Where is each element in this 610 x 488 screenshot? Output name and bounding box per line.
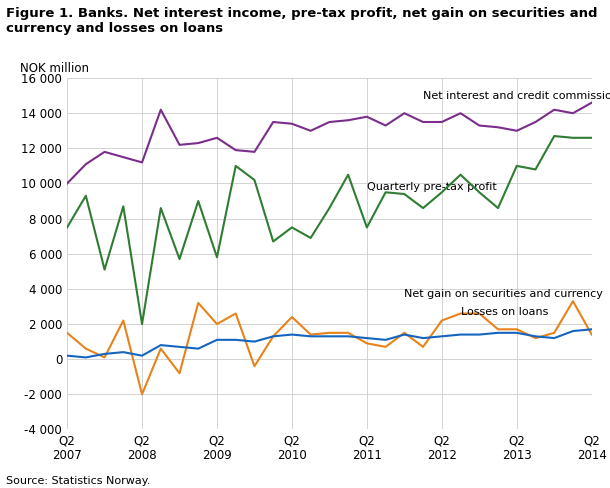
- Text: NOK million: NOK million: [20, 61, 89, 75]
- Text: Source: Statistics Norway.: Source: Statistics Norway.: [6, 476, 151, 486]
- Text: Net gain on securities and currency: Net gain on securities and currency: [404, 289, 603, 300]
- Text: currency and losses on loans: currency and losses on loans: [6, 22, 223, 35]
- Text: Figure 1. Banks. Net interest income, pre-tax profit, net gain on securities and: Figure 1. Banks. Net interest income, pr…: [6, 7, 598, 20]
- Text: Losses on loans: Losses on loans: [461, 307, 548, 317]
- Text: Quarterly pre-tax profit: Quarterly pre-tax profit: [367, 183, 497, 192]
- Text: Net interest and credit commission income: Net interest and credit commission incom…: [423, 91, 610, 101]
